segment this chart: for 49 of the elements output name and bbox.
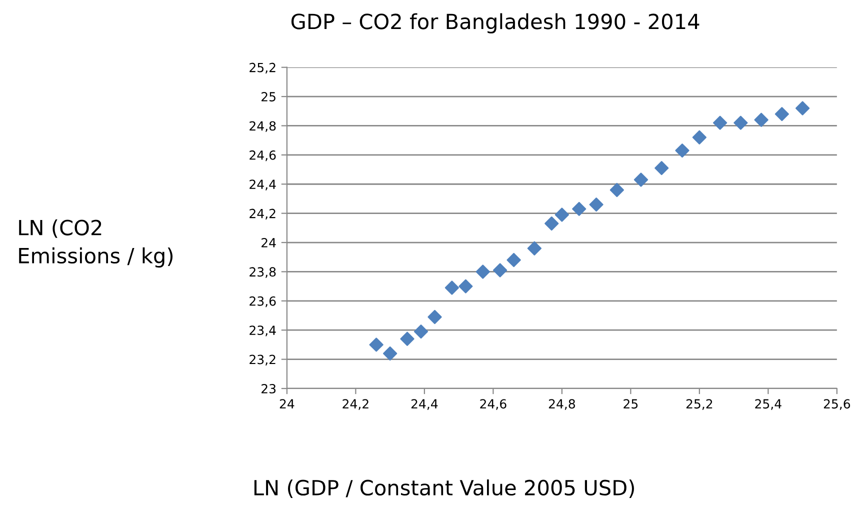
point (383, 346, 398, 361)
point (369, 338, 384, 352)
point (554, 208, 569, 222)
x-tick-label: 24,4 (411, 399, 438, 410)
point (414, 324, 428, 339)
y-tick-label: 24 (262, 238, 276, 248)
y-tick-label: 23,8 (250, 267, 276, 278)
y-tick-label: 23 (262, 384, 276, 394)
point (458, 279, 473, 294)
point (675, 143, 690, 158)
y-tick-label: 25,2 (250, 62, 276, 74)
point (654, 161, 669, 176)
point (428, 310, 442, 324)
x-tick-label: 24,2 (342, 399, 368, 410)
point (476, 264, 490, 279)
point (544, 216, 559, 231)
y-tick-label: 23,4 (250, 326, 276, 336)
x-tick-label: 24,8 (548, 399, 575, 410)
x-tick-label: 25,6 (824, 399, 850, 410)
x-tick-label: 25,4 (755, 399, 782, 410)
point (506, 252, 521, 268)
x-tick-label: 25 (624, 399, 638, 409)
y-axis-title: LN (CO2 Emissions / kg) (19, 219, 173, 268)
point (400, 332, 414, 346)
point (734, 116, 748, 130)
point (572, 202, 586, 216)
x-tick-label: 24 (280, 399, 294, 408)
point (527, 241, 542, 256)
chart-title: GDP – CO2 for Bangladesh 1990 - 2014 (291, 13, 700, 34)
point (795, 101, 810, 116)
point (774, 106, 789, 122)
y-tick-label: 25 (262, 92, 276, 102)
point (692, 130, 706, 144)
y-tick-label: 24,4 (250, 180, 276, 190)
y-tick-label: 23,6 (250, 296, 276, 308)
point (712, 116, 728, 130)
point (610, 182, 624, 198)
y-tick-label: 23,2 (250, 354, 276, 366)
y-tick-label: 24,6 (250, 150, 276, 162)
point (589, 198, 604, 212)
y-tick-label: 24,2 (250, 208, 276, 220)
y-tick-label: 24,8 (250, 121, 276, 132)
point (754, 112, 768, 127)
x-tick-label: 24,6 (480, 399, 506, 410)
point (444, 280, 459, 295)
x-axis-title: LN (GDP / Constant Value 2005 USD) (254, 479, 634, 498)
point (634, 172, 648, 187)
point (493, 263, 508, 278)
x-tick-label: 25,2 (686, 399, 712, 410)
